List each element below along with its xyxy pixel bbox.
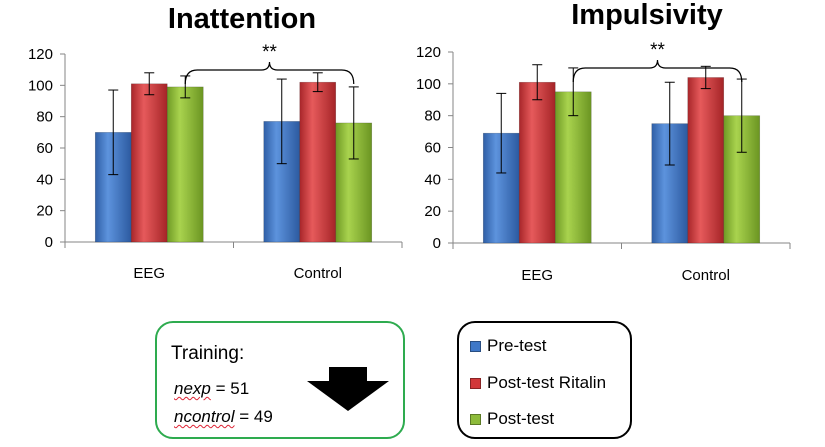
ncontrol-label: ncontrol (174, 407, 235, 426)
significance-label-1: ** (650, 40, 665, 61)
chart-title-0: Inattention (168, 3, 316, 35)
y-tick-label-0-40: 40 (36, 171, 53, 188)
legend-item-post-test: Post-test (470, 409, 554, 429)
y-tick-label-0-60: 60 (36, 140, 53, 157)
bar-0-control-post-test-ritalin (299, 81, 337, 243)
chart-title-1: Impulsivity (571, 0, 723, 31)
significance-brace-1 (572, 59, 743, 83)
y-tick-label-0-20: 20 (36, 203, 53, 220)
legend-label-post-test-ritalin: Post-test Ritalin (487, 373, 607, 392)
y-tick-label-0-80: 80 (36, 109, 53, 126)
category-label-0-eeg: EEG (133, 265, 165, 282)
legend-label-post-test: Post-test (487, 409, 555, 428)
y-tick-label-0-100: 100 (28, 77, 53, 94)
nexp-label: nexp (174, 379, 211, 398)
inattention-chart: Inattention 0 20 40 60 80 100 120 EEG Control ** (28, 3, 403, 282)
bar-1-eeg-post-test (554, 91, 592, 244)
impulsivity-chart: Impulsivity 0 20 40 60 80 100 120 EEG Control ** (416, 0, 791, 284)
legend-swatch-pre-test (470, 340, 481, 352)
y-tick-label-1-0: 0 (433, 235, 441, 252)
category-label-1-control: Control (682, 267, 730, 284)
legend-swatch-post-test (470, 413, 481, 425)
bar-0-eeg-post-test (166, 86, 204, 243)
y-tick-label-1-80: 80 (424, 108, 441, 125)
y-tick-label-0-0: 0 (45, 234, 53, 251)
bar-1-control-post-test-ritalin (687, 77, 725, 244)
category-label-0-control: Control (294, 265, 342, 282)
y-tick-label-0-120: 120 (28, 46, 53, 63)
y-tick-label-1-120: 120 (416, 44, 441, 61)
legend-label-pre-test: Pre-test (487, 336, 547, 355)
ncontrol-line: ncontrol = 49 (174, 407, 273, 427)
ncontrol-value: = 49 (234, 407, 273, 426)
bar-1-eeg-post-test-ritalin (518, 81, 556, 244)
legend-swatch-post-test-ritalin (470, 377, 481, 389)
legend: Pre-test Post-test Ritalin Post-test (457, 321, 632, 439)
y-tick-label-1-40: 40 (424, 171, 441, 188)
bar-0-eeg-post-test-ritalin (130, 83, 168, 243)
y-tick-label-1-100: 100 (416, 76, 441, 93)
y-tick-label-1-20: 20 (424, 203, 441, 220)
significance-brace-0 (184, 61, 355, 85)
training-box: Training: nexp = 51 ncontrol = 49 (155, 321, 405, 439)
nexp-value: = 51 (210, 379, 250, 398)
legend-item-pre-test: Pre-test (470, 336, 547, 356)
legend-item-post-test-ritalin: Post-test Ritalin (470, 373, 606, 393)
training-title: Training: (171, 343, 245, 364)
y-tick-label-1-60: 60 (424, 140, 441, 157)
down-arrow-icon (307, 367, 389, 411)
nexp-line: nexp = 51 (174, 379, 249, 399)
category-label-1-eeg: EEG (521, 267, 553, 284)
significance-label-0: ** (262, 42, 277, 63)
